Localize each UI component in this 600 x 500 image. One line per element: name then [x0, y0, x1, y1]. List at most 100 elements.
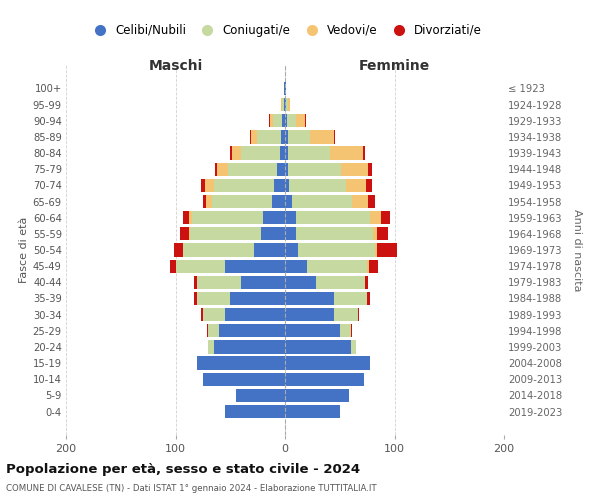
- Bar: [230, 292, 285, 305]
- Bar: [316, 276, 365, 289]
- Bar: [232, 146, 241, 160]
- Bar: [215, 162, 217, 176]
- Bar: [272, 195, 285, 208]
- Bar: [334, 308, 358, 321]
- Bar: [207, 324, 208, 338]
- Bar: [363, 146, 365, 160]
- Bar: [225, 260, 285, 273]
- Bar: [368, 195, 375, 208]
- Bar: [365, 276, 368, 289]
- Bar: [285, 162, 288, 176]
- Bar: [170, 260, 176, 273]
- Bar: [203, 308, 225, 321]
- Bar: [288, 162, 341, 176]
- Bar: [225, 405, 285, 418]
- Bar: [241, 276, 285, 289]
- Bar: [200, 179, 205, 192]
- Bar: [273, 114, 282, 128]
- Bar: [208, 324, 220, 338]
- Bar: [285, 195, 292, 208]
- Bar: [282, 114, 285, 128]
- Bar: [220, 324, 285, 338]
- Bar: [197, 292, 230, 305]
- Bar: [285, 146, 288, 160]
- Text: COMUNE DI CAVALESE (TN) - Dati ISTAT 1° gennaio 2024 - Elaborazione TUTTITALIA.I: COMUNE DI CAVALESE (TN) - Dati ISTAT 1° …: [6, 484, 377, 493]
- Text: Popolazione per età, sesso e stato civile - 2024: Popolazione per età, sesso e stato civil…: [6, 462, 360, 475]
- Bar: [285, 260, 307, 273]
- Bar: [228, 162, 277, 176]
- Bar: [292, 195, 352, 208]
- Bar: [288, 130, 310, 143]
- Bar: [288, 146, 330, 160]
- Y-axis label: Anni di nascita: Anni di nascita: [572, 209, 582, 291]
- Bar: [206, 195, 212, 208]
- Bar: [214, 340, 285, 353]
- Bar: [230, 146, 232, 160]
- Bar: [375, 244, 377, 256]
- Bar: [307, 260, 367, 273]
- Bar: [183, 244, 254, 256]
- Bar: [236, 389, 285, 402]
- Bar: [281, 98, 282, 111]
- Bar: [282, 98, 284, 111]
- Bar: [225, 308, 285, 321]
- Bar: [305, 114, 306, 128]
- Legend: Celibi/Nubili, Coniugati/e, Vedovi/e, Divorziati/e: Celibi/Nubili, Coniugati/e, Vedovi/e, Di…: [83, 19, 487, 42]
- Text: Femmine: Femmine: [359, 59, 430, 73]
- Bar: [334, 292, 367, 305]
- Bar: [280, 146, 285, 160]
- Bar: [334, 130, 335, 143]
- Bar: [382, 211, 390, 224]
- Bar: [188, 227, 190, 240]
- Bar: [217, 162, 228, 176]
- Bar: [241, 146, 280, 160]
- Bar: [285, 292, 334, 305]
- Bar: [284, 82, 285, 95]
- Bar: [370, 260, 378, 273]
- Bar: [176, 260, 225, 273]
- Bar: [285, 356, 370, 370]
- Bar: [330, 146, 363, 160]
- Bar: [370, 211, 382, 224]
- Bar: [285, 114, 287, 128]
- Bar: [285, 324, 340, 338]
- Bar: [192, 211, 263, 224]
- Bar: [310, 130, 334, 143]
- Bar: [358, 308, 359, 321]
- Bar: [285, 130, 288, 143]
- Bar: [212, 195, 272, 208]
- Bar: [285, 372, 364, 386]
- Bar: [188, 211, 192, 224]
- Bar: [367, 292, 370, 305]
- Bar: [373, 227, 377, 240]
- Bar: [175, 244, 183, 256]
- Bar: [285, 308, 334, 321]
- Bar: [183, 211, 188, 224]
- Bar: [269, 114, 273, 128]
- Bar: [367, 260, 370, 273]
- Bar: [180, 227, 188, 240]
- Bar: [203, 195, 206, 208]
- Bar: [284, 98, 285, 111]
- Bar: [285, 82, 286, 95]
- Bar: [214, 179, 274, 192]
- Bar: [286, 98, 288, 111]
- Bar: [289, 179, 346, 192]
- Bar: [285, 211, 296, 224]
- Bar: [197, 356, 285, 370]
- Bar: [366, 179, 371, 192]
- Bar: [346, 179, 366, 192]
- Bar: [251, 130, 257, 143]
- Bar: [285, 244, 298, 256]
- Bar: [287, 114, 296, 128]
- Bar: [285, 179, 289, 192]
- Bar: [197, 276, 241, 289]
- Bar: [352, 195, 368, 208]
- Bar: [288, 98, 290, 111]
- Bar: [296, 227, 373, 240]
- Bar: [341, 162, 368, 176]
- Bar: [340, 324, 350, 338]
- Bar: [190, 227, 261, 240]
- Bar: [377, 244, 397, 256]
- Bar: [285, 405, 340, 418]
